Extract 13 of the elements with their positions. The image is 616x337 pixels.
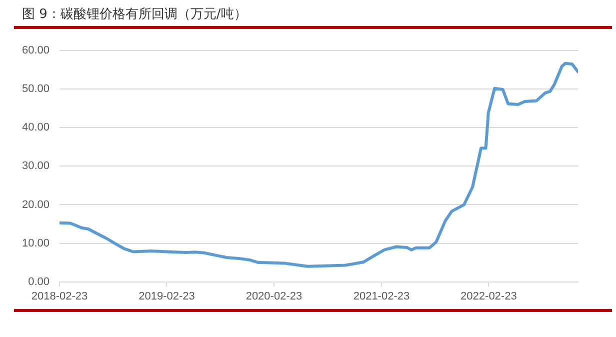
y-tick-label: 50.00	[22, 83, 50, 96]
y-tick-label: 30.00	[22, 160, 50, 172]
x-tick-label: 2019-02-23	[138, 290, 195, 302]
y-tick-label: 10.00	[22, 237, 50, 250]
x-tick-label: 2020-02-23	[246, 290, 302, 302]
y-tick-label: 60.00	[22, 44, 50, 57]
x-tick-label: 2022-02-23	[460, 290, 517, 302]
x-tick-label: 2021-02-23	[353, 290, 410, 302]
y-tick-label: 40.00	[22, 122, 50, 134]
y-tick-label: 0.00	[28, 276, 50, 288]
chart-title: 图 9：碳酸锂价格有所回调（万元/吨）	[22, 6, 247, 23]
x-tick-label: 2018-02-23	[31, 290, 88, 302]
y-tick-label: 20.00	[22, 198, 50, 211]
